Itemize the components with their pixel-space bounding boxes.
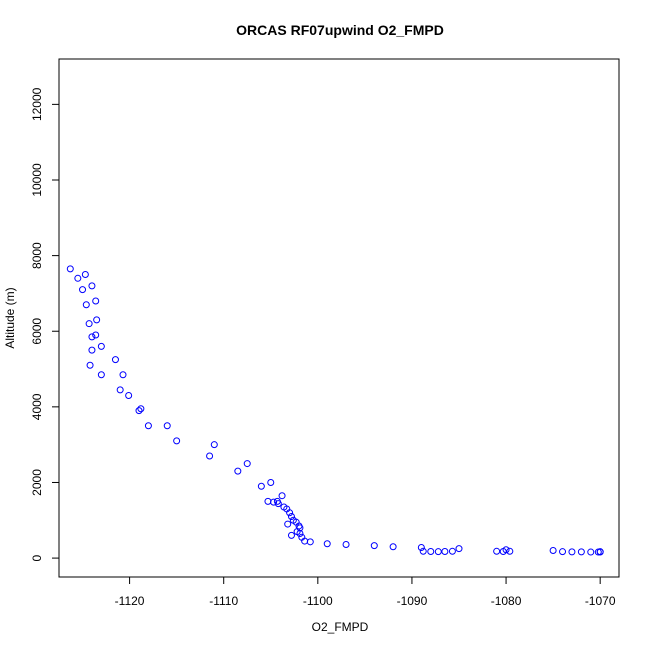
data-point [243, 460, 251, 468]
y-tick-label: 6000 [30, 318, 44, 345]
y-axis: 0 2000 4000 6000 8000 10000 12000 [30, 87, 60, 561]
x-axis: -1120 -1110 -1100 -1090 -1080 -1070 [115, 576, 616, 608]
data-point [88, 333, 96, 341]
data-point [441, 547, 449, 555]
x-tick-label: -1120 [115, 594, 145, 608]
data-point [257, 482, 265, 490]
data-point [81, 271, 89, 279]
data-point [111, 356, 119, 364]
data-point [173, 437, 181, 445]
data-point [587, 548, 595, 556]
data-point [296, 524, 304, 532]
data-point [274, 500, 282, 508]
data-point [559, 548, 567, 556]
data-point [144, 422, 152, 430]
data-point [97, 342, 105, 350]
data-point [434, 548, 442, 556]
data-point [493, 547, 501, 555]
data-point [74, 274, 82, 282]
data-point [298, 533, 306, 541]
data-point [210, 441, 218, 449]
data-point [264, 497, 272, 505]
data-point [86, 361, 94, 369]
data-point [93, 316, 101, 324]
data-point [280, 503, 288, 511]
data-point [342, 540, 350, 548]
chart-title: ORCAS RF07upwind O2_FMPD [236, 22, 444, 38]
data-point [287, 513, 295, 521]
plot-frame [58, 58, 620, 578]
data-point [92, 297, 100, 305]
x-tick-label: -1070 [585, 594, 616, 608]
y-tick-label: 10000 [30, 163, 44, 197]
data-point [85, 320, 93, 328]
y-tick-label: 8000 [30, 242, 44, 269]
data-point [163, 422, 171, 430]
y-axis-label: Altitude (m) [3, 287, 17, 348]
data-point [596, 548, 604, 556]
data-point [79, 286, 87, 294]
data-point [66, 265, 74, 273]
data-point [417, 544, 425, 552]
data-point [135, 407, 143, 415]
data-point [323, 540, 331, 548]
data-point [206, 452, 214, 460]
data-point [92, 331, 100, 339]
data-point [370, 542, 378, 550]
y-tick-label: 2000 [30, 469, 44, 496]
data-point [389, 543, 397, 551]
data-point [455, 545, 463, 553]
data-point [549, 547, 557, 555]
data-point [568, 548, 576, 556]
data-point [137, 405, 145, 413]
data-points [66, 265, 604, 556]
x-tick-label: -1080 [491, 594, 522, 608]
data-point [577, 548, 585, 556]
data-point [287, 531, 295, 539]
data-point [286, 509, 294, 517]
data-point [506, 547, 514, 555]
y-tick-label: 4000 [30, 393, 44, 420]
x-axis-label: O2_FMPD [312, 620, 369, 634]
data-point [306, 538, 314, 546]
data-point [278, 492, 286, 500]
data-point [499, 547, 507, 555]
data-point [270, 498, 278, 506]
data-point [82, 301, 90, 309]
data-point [289, 516, 297, 524]
x-tick-label: -1090 [397, 594, 428, 608]
data-point [427, 547, 435, 555]
data-point [88, 346, 96, 354]
data-point [234, 467, 242, 475]
data-point [594, 548, 602, 556]
data-point [448, 547, 456, 555]
x-tick-label: -1110 [209, 594, 238, 608]
data-point [267, 478, 275, 486]
data-point [88, 282, 96, 290]
data-point [119, 371, 127, 379]
data-point [284, 520, 292, 528]
y-tick-label: 12000 [30, 87, 44, 121]
x-tick-label: -1100 [303, 594, 333, 608]
data-point [419, 547, 427, 555]
data-point [97, 371, 105, 379]
y-tick-label: 0 [30, 554, 44, 561]
data-point [125, 392, 133, 400]
data-point [116, 386, 124, 394]
